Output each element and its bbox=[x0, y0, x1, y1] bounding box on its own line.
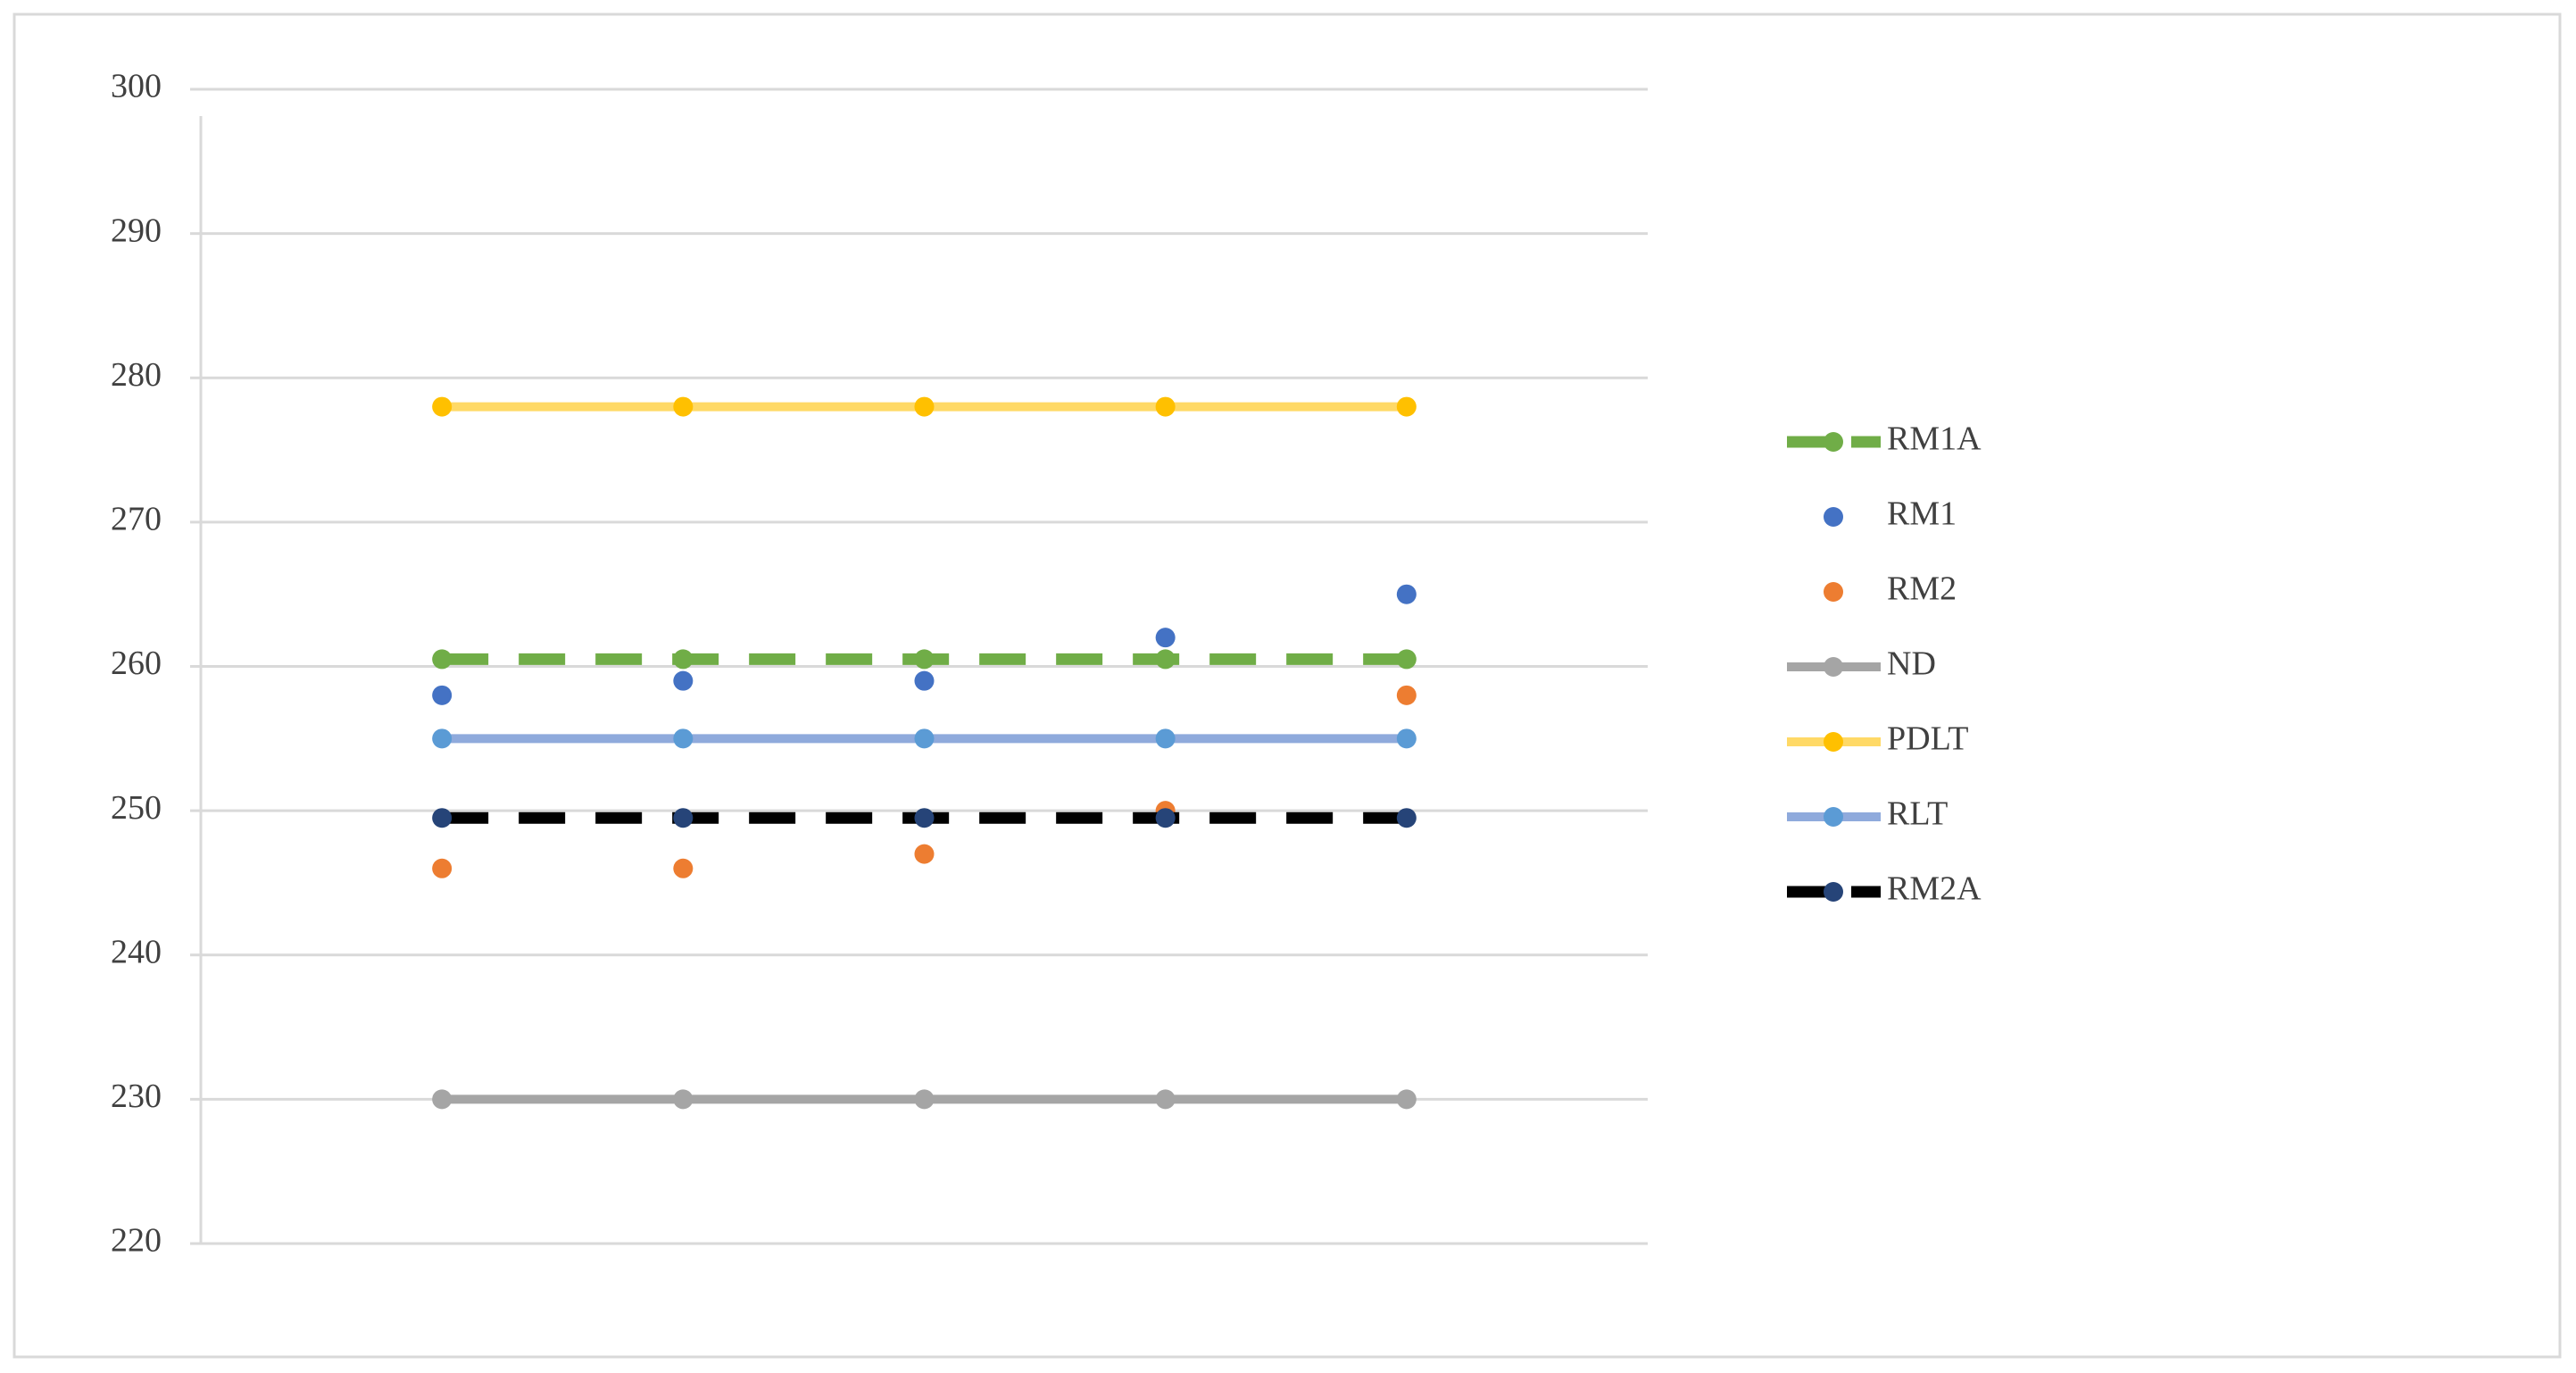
data-point bbox=[1155, 649, 1176, 670]
chart-border bbox=[12, 12, 2562, 1359]
data-point bbox=[1396, 584, 1417, 604]
data-point bbox=[673, 396, 694, 417]
legend-marker bbox=[1824, 732, 1843, 752]
data-point bbox=[1155, 1089, 1176, 1110]
legend-marker bbox=[1824, 582, 1843, 602]
y-tick-label: 220 bbox=[111, 1222, 162, 1260]
data-point bbox=[1396, 1089, 1417, 1110]
legend-label: RM1A bbox=[1887, 420, 1982, 458]
y-tick-label: 290 bbox=[111, 212, 162, 249]
y-tick-label: 260 bbox=[111, 645, 162, 682]
data-point bbox=[1155, 628, 1176, 648]
data-point bbox=[673, 858, 694, 878]
data-point bbox=[914, 728, 935, 749]
data-point bbox=[1155, 396, 1176, 417]
data-point bbox=[673, 728, 694, 749]
legend-marker bbox=[1824, 432, 1843, 452]
data-point bbox=[432, 396, 453, 417]
data-point bbox=[914, 844, 935, 864]
data-point bbox=[1396, 808, 1417, 828]
data-point bbox=[432, 685, 453, 705]
data-point bbox=[1396, 649, 1417, 670]
data-point bbox=[432, 728, 453, 749]
data-point bbox=[432, 1089, 453, 1110]
legend-marker bbox=[1824, 882, 1843, 902]
data-point bbox=[1396, 728, 1417, 749]
data-point bbox=[673, 649, 694, 670]
y-tick-label: 270 bbox=[111, 501, 162, 538]
legend-label: RM2A bbox=[1887, 870, 1982, 908]
data-point bbox=[1155, 728, 1176, 749]
data-point bbox=[432, 649, 453, 670]
y-tick-label: 280 bbox=[111, 356, 162, 394]
legend-label: PDLT bbox=[1887, 720, 1969, 758]
data-point bbox=[914, 649, 935, 670]
data-point bbox=[1155, 808, 1176, 828]
data-point bbox=[673, 808, 694, 828]
legend-label: RM2 bbox=[1887, 570, 1957, 608]
legend-label: RLT bbox=[1887, 795, 1948, 833]
legend-marker bbox=[1824, 657, 1843, 677]
data-point bbox=[673, 1089, 694, 1110]
data-point bbox=[673, 670, 694, 691]
y-tick-label: 240 bbox=[111, 933, 162, 970]
y-tick-label: 300 bbox=[111, 68, 162, 105]
data-point bbox=[914, 396, 935, 417]
data-point bbox=[914, 1089, 935, 1110]
legend-label: RM1 bbox=[1887, 495, 1957, 533]
y-tick-label: 250 bbox=[111, 789, 162, 827]
data-point bbox=[1396, 396, 1417, 417]
legend-marker bbox=[1824, 507, 1843, 527]
y-tick-label: 230 bbox=[111, 1078, 162, 1115]
data-point bbox=[914, 670, 935, 691]
data-point bbox=[914, 808, 935, 828]
data-point bbox=[1396, 685, 1417, 705]
legend-marker bbox=[1824, 807, 1843, 827]
data-point bbox=[432, 808, 453, 828]
legend-label: ND bbox=[1887, 645, 1936, 683]
data-point bbox=[432, 858, 453, 878]
